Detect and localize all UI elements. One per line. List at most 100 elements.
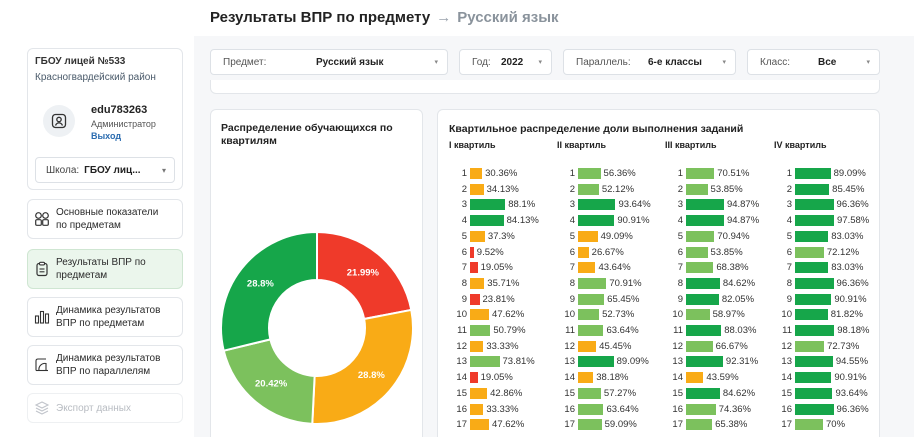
quartile-bar[interactable] [795, 325, 835, 336]
chevron-down-icon: ▾ [538, 59, 542, 66]
quartile-bar[interactable] [795, 340, 825, 352]
quartile-bar[interactable] [686, 183, 708, 195]
quartile-bar[interactable] [470, 246, 474, 258]
task-number: 5 [677, 230, 683, 242]
logout-link[interactable]: Выход [91, 131, 122, 141]
quartile-bar[interactable] [470, 168, 483, 179]
task-number: 3 [569, 199, 575, 211]
quartile-pie-card: Распределение обучающихся по квартилям 2… [210, 109, 423, 437]
task-number: 13 [781, 356, 792, 368]
quartile-bar[interactable] [470, 356, 500, 368]
quartile-bar[interactable] [578, 183, 599, 195]
quartile-bar[interactable] [470, 419, 490, 431]
quartile-bar[interactable] [470, 277, 485, 289]
nav-dynamics-subjects[interactable]: Динамика результатов ВПР по предметам [27, 297, 183, 337]
quartile-bar[interactable] [795, 168, 831, 179]
quartile-bar[interactable] [686, 168, 715, 179]
quartile-bar[interactable] [795, 215, 835, 227]
pie-chart: 21.99% 28.8% 20.42% 28.8% [220, 230, 414, 425]
quartile-bar[interactable] [578, 215, 615, 227]
quartile-bar[interactable] [578, 168, 601, 179]
quartile-bar-label: 50.79% [493, 325, 526, 336]
subject-filter-value: Русский язык [316, 56, 384, 68]
pie-slice[interactable] [222, 338, 316, 425]
quartile-bar[interactable] [686, 230, 715, 242]
quartile-bar[interactable] [795, 309, 828, 321]
quartile-bar[interactable] [470, 309, 490, 321]
pie-slice[interactable] [316, 230, 413, 321]
quartile-bar[interactable] [795, 419, 823, 431]
quartile-bar-label: 43.59% [706, 372, 739, 384]
quartile-bar[interactable] [578, 262, 596, 274]
quartile-bar[interactable] [686, 372, 704, 384]
task-number: 11 [782, 325, 792, 336]
task-number: 9 [677, 293, 683, 305]
quartile-bar[interactable] [686, 387, 720, 399]
school-select[interactable]: Школа: ГБОУ лиц... ▾ [35, 157, 175, 183]
quartile-bar[interactable] [578, 199, 616, 211]
quartile-bar[interactable] [795, 356, 833, 368]
quartile-bar[interactable] [578, 325, 604, 336]
quartile-bar[interactable] [686, 309, 710, 321]
quartile-bar[interactable] [578, 293, 605, 305]
quartile-bar[interactable] [686, 325, 722, 336]
quartile-bar[interactable] [470, 199, 506, 211]
quartile-bar[interactable] [795, 199, 834, 211]
quartile-bar-label: 98.18% [837, 325, 870, 336]
quartile-bar[interactable] [795, 372, 832, 384]
quartile-bar[interactable] [686, 356, 723, 368]
quartile-bar[interactable] [470, 340, 484, 352]
quartile-bar[interactable] [686, 293, 719, 305]
quartile-bar[interactable] [686, 262, 714, 274]
task-number: 2 [677, 183, 683, 195]
quartile-bar[interactable] [686, 246, 708, 258]
quartile-bar[interactable] [686, 419, 713, 431]
quartile-bar[interactable] [795, 246, 824, 258]
quartile-bar[interactable] [578, 277, 607, 289]
quartile-bar[interactable] [578, 309, 600, 321]
quartile-bars-title: Квартильное распределение доли выполнени… [449, 123, 744, 135]
quartile-bar[interactable] [686, 403, 716, 415]
quartile-bar[interactable] [470, 230, 485, 242]
year-filter[interactable]: Год: 2022 ▾ [459, 49, 552, 75]
quartile-bar[interactable] [578, 387, 601, 399]
subject-filter[interactable]: Предмет: Русский язык ▾ [210, 49, 448, 75]
quartile-bar[interactable] [470, 325, 491, 336]
quartile-bar[interactable] [686, 199, 724, 211]
quartile-bar[interactable] [686, 277, 720, 289]
quartile-bar[interactable] [578, 356, 614, 368]
task-number: 1 [786, 168, 792, 179]
quartile-bar[interactable] [795, 262, 829, 274]
quartile-bar[interactable] [795, 230, 829, 242]
pie-title-line: Распределение обучающихся по [221, 122, 393, 134]
quartile-bar[interactable] [578, 340, 597, 352]
quartile-bar[interactable] [686, 340, 713, 352]
quartile-bar[interactable] [578, 372, 594, 384]
parallel-filter[interactable]: Параллель: 6-е классы ▾ [563, 49, 736, 75]
quartile-bar[interactable] [470, 183, 484, 195]
pie-slice[interactable] [220, 230, 318, 352]
task-number: 8 [461, 277, 467, 289]
quartile-bar[interactable] [470, 403, 484, 415]
quartile-bar[interactable] [795, 293, 832, 305]
quartile-bar[interactable] [470, 215, 504, 227]
quartile-bar[interactable] [470, 293, 480, 305]
pie-slice[interactable] [311, 308, 414, 425]
quartile-bar[interactable] [470, 262, 478, 274]
nav-dynamics-parallels[interactable]: Динамика результатов ВПР по параллелям [27, 345, 183, 385]
quartile-bar[interactable] [795, 387, 833, 399]
nav-vpr-results[interactable]: Результаты ВПР по предметам [27, 249, 183, 289]
nav-main-indicators[interactable]: Основные показатели по предметам [27, 199, 183, 239]
quartile-bar[interactable] [795, 183, 830, 195]
quartile-bar[interactable] [578, 419, 602, 431]
class-filter[interactable]: Класс: Все ▾ [747, 49, 880, 75]
quartile-bar[interactable] [470, 387, 488, 399]
quartile-bar[interactable] [578, 246, 589, 258]
quartile-bar[interactable] [578, 403, 604, 415]
quartile-bar[interactable] [795, 403, 834, 415]
quartile-bar[interactable] [795, 277, 834, 289]
task-number: 3 [461, 199, 467, 211]
quartile-bar[interactable] [686, 215, 724, 227]
quartile-bar[interactable] [578, 230, 598, 242]
quartile-bar[interactable] [470, 372, 478, 384]
